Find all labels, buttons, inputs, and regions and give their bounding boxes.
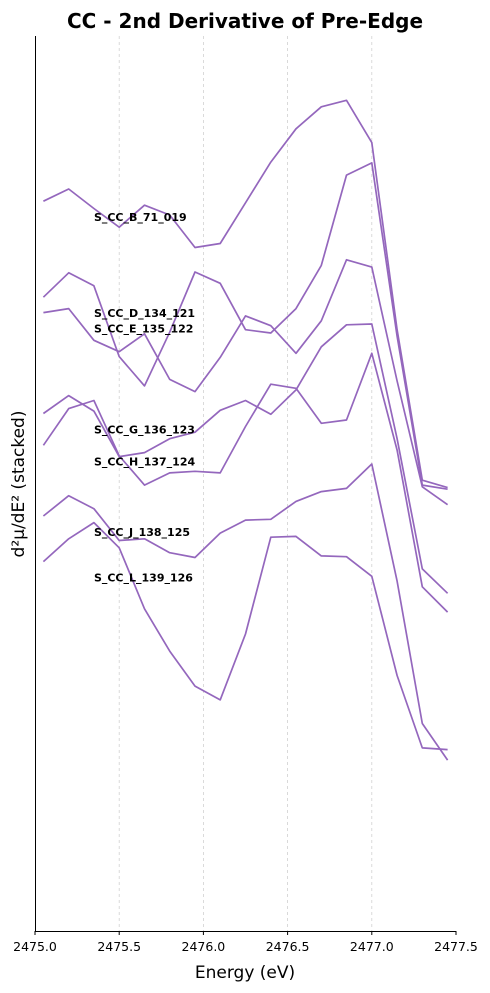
- grid: [118, 36, 373, 931]
- series-line: [43, 99, 448, 489]
- y-axis-label: d²μ/dE² (stacked): [9, 411, 29, 558]
- series-line: [42, 352, 449, 613]
- x-tick-label: 2477.5: [434, 939, 478, 954]
- x-tick-label: 2475.0: [13, 939, 57, 954]
- series-label: S_CC_D_134_121: [94, 307, 195, 320]
- x-tick-label: 2475.5: [97, 939, 141, 954]
- series-line: [42, 463, 449, 761]
- series-label: S_CC_B_71_019: [94, 211, 187, 224]
- series-labels: S_CC_B_71_019 S_CC_D_134_121 S_CC_E_135_12…: [94, 211, 196, 584]
- series-label: S_CC_H_137_124: [94, 455, 196, 468]
- series-label: S_CC_L_139_126: [94, 572, 193, 585]
- series-group: [42, 99, 449, 761]
- series-label: S_CC_J_138_125: [94, 526, 190, 539]
- series-line: [43, 258, 449, 506]
- series-label: S_CC_G_136_123: [94, 424, 195, 437]
- x-axis-ticks: 2475.0 2475.5 2476.0 2476.5 2477.0 2477.5: [13, 931, 478, 954]
- chart-title: CC - 2nd Derivative of Pre-Edge: [67, 9, 423, 33]
- series-line: [42, 162, 448, 491]
- x-tick-label: 2476.0: [182, 939, 226, 954]
- series-line: [42, 521, 448, 751]
- x-tick-label: 2476.5: [266, 939, 310, 954]
- series-label: S_CC_E_135_122: [94, 323, 194, 336]
- x-axis-label: Energy (eV): [195, 963, 295, 983]
- x-tick-label: 2477.0: [350, 939, 394, 954]
- series-line: [42, 323, 449, 594]
